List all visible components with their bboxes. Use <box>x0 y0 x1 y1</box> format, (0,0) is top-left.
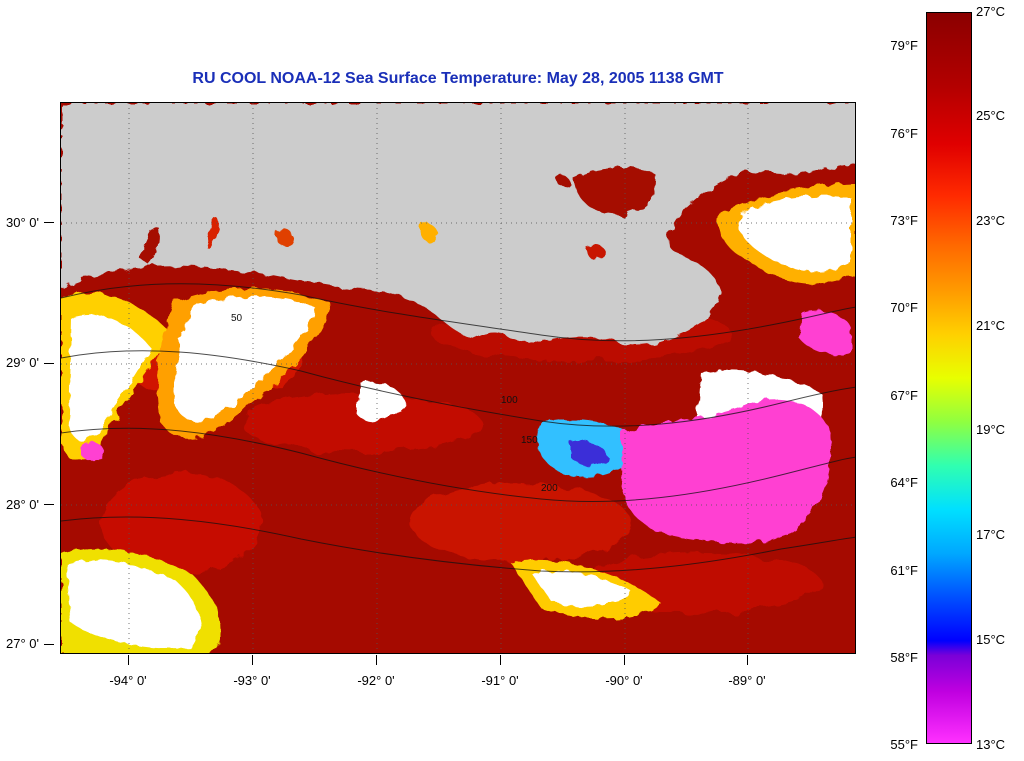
sst-map-canvas: 50 100 150 200 <box>61 103 855 653</box>
colorbar-label-19c: 19°C <box>976 422 1006 437</box>
lon-tick <box>128 655 129 665</box>
lat-label-29: 29° 0' <box>6 355 39 370</box>
colorbar-label-61f: 61°F <box>890 563 918 578</box>
colorbar-label-67f: 67°F <box>890 388 918 403</box>
sst-map[interactable]: 50 100 150 200 <box>60 102 856 654</box>
colorbar-label-64f: 64°F <box>890 475 918 490</box>
cloud-patch-southwest <box>66 559 200 649</box>
colorbar-label-15c: 15°C <box>976 632 1006 647</box>
cloud-patch-northeast <box>738 196 851 272</box>
map-title: RU COOL NOAA-12 Sea Surface Temperature:… <box>192 70 724 87</box>
contour-label: 100 <box>501 395 518 406</box>
contour-label: 200 <box>541 483 558 494</box>
bathymetry-contours <box>61 283 855 573</box>
coastal-patch-2 <box>420 222 438 243</box>
lake-pontchartrain <box>573 167 657 215</box>
coastal-features <box>139 167 657 265</box>
colorbar-label-13c: 13°C <box>976 737 1006 752</box>
colorbar-label-73f: 73°F <box>890 213 918 228</box>
colorbar-label-76f: 76°F <box>890 126 918 141</box>
lon-label-92: -92° 0' <box>357 673 395 688</box>
colorbar-label-58f: 58°F <box>890 650 918 665</box>
lat-tick <box>44 222 54 223</box>
graticule <box>61 103 855 653</box>
bay-sabine <box>139 226 160 265</box>
lon-label-94: -94° 0' <box>109 673 147 688</box>
lake-maurepas <box>586 244 605 260</box>
cloud-patch-central-2 <box>356 381 406 422</box>
colorbar-label-21c: 21°C <box>976 318 1006 333</box>
lon-tick <box>747 655 748 665</box>
temperature-colorbar <box>926 12 972 744</box>
lon-tick <box>500 655 501 665</box>
lon-tick <box>252 655 253 665</box>
coastal-patch <box>275 229 294 246</box>
contour-label: 50 <box>231 313 243 324</box>
colorbar-label-55f: 55°F <box>890 737 918 752</box>
cloud-patch-west <box>68 314 151 441</box>
colorbar-label-79f: 79°F <box>890 38 918 53</box>
cloud-patch-south <box>531 570 631 607</box>
lat-label-30: 30° 0' <box>6 215 39 230</box>
lake-borgne <box>556 175 569 187</box>
lon-label-90: -90° 0' <box>605 673 643 688</box>
lon-label-91: -91° 0' <box>481 673 519 688</box>
lon-tick <box>376 655 377 665</box>
lon-label-89: -89° 0' <box>728 673 766 688</box>
lat-tick <box>44 504 54 505</box>
cold-pocket-large <box>620 399 832 543</box>
colorbar-label-17c: 17°C <box>976 527 1006 542</box>
bay-calcasieu <box>206 217 219 249</box>
lat-tick <box>44 363 54 364</box>
lon-tick <box>624 655 625 665</box>
colorbar-label-27c: 27°C <box>976 4 1006 19</box>
lat-label-27: 27° 0' <box>6 636 39 651</box>
land-area <box>61 103 855 345</box>
cloud-patch-central <box>174 296 316 421</box>
colorbar-label-25c: 25°C <box>976 108 1006 123</box>
cold-pocket-west <box>81 441 105 461</box>
lon-label-93: -93° 0' <box>233 673 271 688</box>
cold-pocket-northeast <box>799 311 851 355</box>
lat-label-28: 28° 0' <box>6 497 39 512</box>
colorbar-label-23c: 23°C <box>976 213 1006 228</box>
contour-label: 150 <box>521 435 538 446</box>
cold-pocket-central <box>571 441 609 466</box>
cold-water <box>81 311 851 543</box>
colorbar-label-70f: 70°F <box>890 300 918 315</box>
lat-tick <box>44 644 54 645</box>
